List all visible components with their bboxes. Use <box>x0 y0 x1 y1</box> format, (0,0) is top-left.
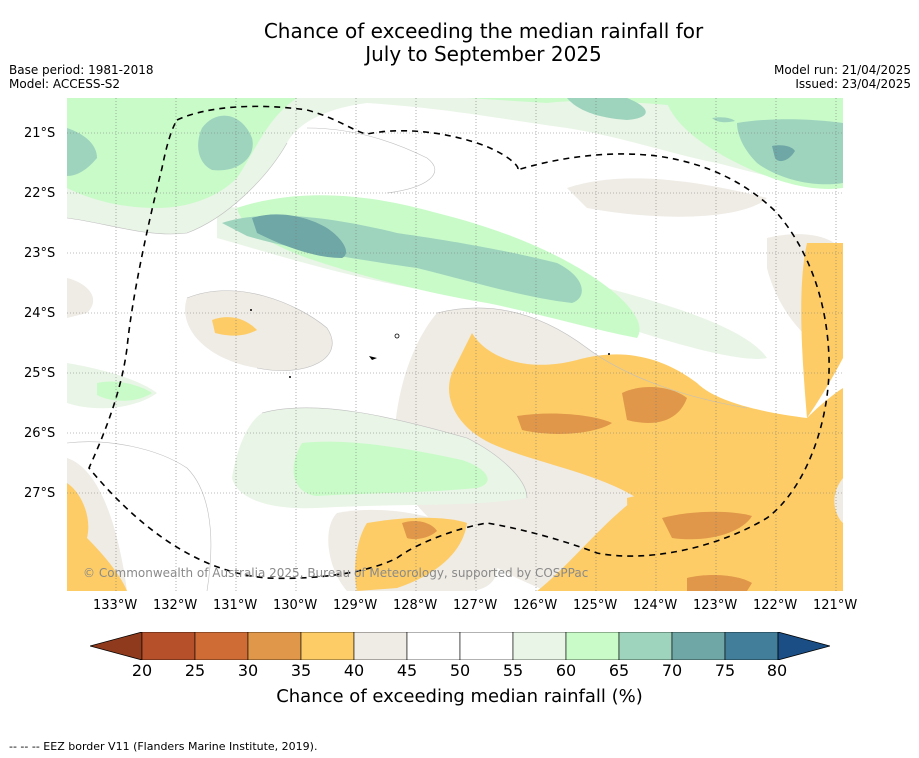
lat-label: 23°S <box>24 246 56 261</box>
colorbar-tick: 55 <box>502 661 524 680</box>
colorbar-arrow-high <box>777 632 830 660</box>
colorbar-cell <box>141 632 196 660</box>
colorbar-arrow-low <box>90 632 143 660</box>
colorbar-tick: 25 <box>184 661 206 680</box>
dark-orange-area <box>517 413 612 434</box>
eez-footnote: -- -- -- EEZ border V11 (Flanders Marine… <box>9 740 318 753</box>
green-area <box>293 441 488 496</box>
colorbar-tick: 65 <box>608 661 630 680</box>
model-run: Model run: 21/04/2025 <box>773 63 911 77</box>
eez-border <box>88 105 830 580</box>
colorbar-cell <box>724 632 779 660</box>
rainfall-map-svg <box>67 98 843 591</box>
dark-orange-area <box>662 511 752 540</box>
lat-label: 24°S <box>24 306 56 321</box>
colorbar-tick: 30 <box>237 661 259 680</box>
colorbar-tick: 45 <box>396 661 418 680</box>
lon-label: 131°W <box>213 598 258 613</box>
contour-lines <box>67 127 748 591</box>
gridlines <box>67 98 843 591</box>
map-title-line1: Chance of exceeding the median rainfall … <box>263 19 704 43</box>
colorbar-label: Chance of exceeding median rainfall (%) <box>276 686 643 707</box>
beige-area <box>67 278 94 318</box>
colorbar-tick: 50 <box>449 661 471 680</box>
colorbar-cell <box>512 632 567 660</box>
orange-area <box>212 317 257 336</box>
beige-area <box>567 178 767 217</box>
colorbar-tick: 70 <box>661 661 683 680</box>
lon-label: 126°W <box>513 598 558 613</box>
lon-label: 132°W <box>153 598 198 613</box>
dark-teal-area <box>772 145 795 162</box>
island <box>394 333 400 339</box>
colorbar-tick: 20 <box>131 661 153 680</box>
teal-area <box>567 98 646 120</box>
dark-orange-area <box>687 575 752 591</box>
lon-label: 133°W <box>93 598 138 613</box>
dark-orange-area <box>402 520 437 540</box>
island <box>289 376 291 378</box>
lon-label: 129°W <box>333 598 378 613</box>
green-area <box>67 98 843 132</box>
island <box>608 353 610 355</box>
colorbar-cell <box>459 632 514 660</box>
model-name: Model: ACCESS-S2 <box>9 77 121 91</box>
lon-label: 127°W <box>453 598 498 613</box>
lat-label: 21°S <box>24 126 56 141</box>
teal-area <box>198 115 253 171</box>
colorbar-cell <box>353 632 408 660</box>
colorbar-cell <box>194 632 249 660</box>
colorbar-cell <box>565 632 620 660</box>
colorbar-cell <box>671 632 726 660</box>
lon-label: 121°W <box>813 598 858 613</box>
island <box>369 356 377 360</box>
lat-label: 25°S <box>24 366 56 381</box>
meta-right: Model run: 21/04/2025 Issued: 23/04/2025 <box>774 63 911 91</box>
lat-label: 22°S <box>24 186 56 201</box>
colorbar-tick: 40 <box>343 661 365 680</box>
meta-left: Base period: 1981-2018 Model: ACCESS-S2 <box>9 63 154 91</box>
island <box>250 309 252 311</box>
colorbar-cell <box>618 632 673 660</box>
orange-area <box>67 483 127 591</box>
dark-teal-area <box>252 214 347 258</box>
colorbar-tick: 75 <box>714 661 736 680</box>
orange-area <box>801 243 843 418</box>
beige-area <box>185 290 333 371</box>
colorbar-tick: 80 <box>766 661 788 680</box>
lon-label: 130°W <box>273 598 318 613</box>
lon-label: 122°W <box>753 598 798 613</box>
colorbar-cell <box>247 632 302 660</box>
lon-label: 125°W <box>573 598 618 613</box>
copyright-notice: © Commonwealth of Australia 2025, Bureau… <box>83 566 589 580</box>
teal-area <box>712 117 735 123</box>
green-area <box>97 381 152 401</box>
lat-label: 26°S <box>24 426 56 441</box>
lon-label: 123°W <box>693 598 738 613</box>
teal-area <box>67 128 97 176</box>
rainfall-map <box>67 98 843 591</box>
colorbar-tick: 35 <box>290 661 312 680</box>
lon-label: 128°W <box>393 598 438 613</box>
colorbar <box>90 632 830 660</box>
lat-label: 27°S <box>24 486 56 501</box>
colorbar-cell <box>300 632 355 660</box>
lon-label: 124°W <box>633 598 678 613</box>
map-title-line2: July to September 2025 <box>365 42 602 66</box>
dark-orange-area <box>622 386 687 424</box>
issued-date: Issued: 23/04/2025 <box>795 77 911 91</box>
base-period: Base period: 1981-2018 <box>9 63 154 77</box>
colorbar-cell <box>406 632 461 660</box>
colorbar-tick: 60 <box>555 661 577 680</box>
